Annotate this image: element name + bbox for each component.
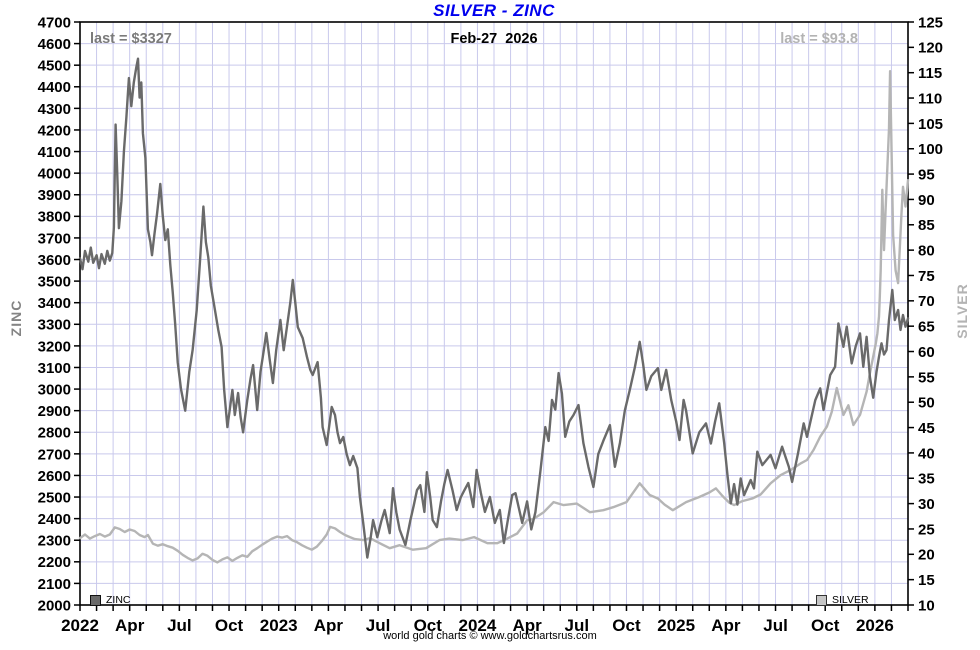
right-axis-tick-label: 90: [918, 192, 935, 209]
left-axis-tick-label: 4000: [38, 166, 71, 183]
right-axis-tick-label: 85: [918, 217, 935, 234]
left-axis-tick-label: 3400: [38, 295, 71, 312]
x-axis-tick-label: Apr: [314, 616, 344, 635]
right-axis-tick-label: 75: [918, 268, 935, 285]
x-axis-tick-label: Jul: [565, 616, 590, 635]
left-axis-tick-label: 3800: [38, 209, 71, 226]
x-axis-tick-label: Oct: [811, 616, 840, 635]
right-axis-tick-label: 50: [918, 395, 935, 412]
left-axis-tick-label: 3100: [38, 360, 71, 377]
left-axis-tick-label: 3200: [38, 338, 71, 355]
right-axis-tick-label: 125: [918, 14, 943, 31]
left-axis-tick-label: 4200: [38, 122, 71, 139]
x-axis-tick-label: 2026: [856, 616, 894, 635]
left-axis-tick-label: 2200: [38, 554, 71, 571]
left-axis-tick-label: 2500: [38, 489, 71, 506]
x-axis-tick-label: Jul: [763, 616, 788, 635]
left-axis-tick-label: 2700: [38, 446, 71, 463]
left-axis-tick-label: 4300: [38, 101, 71, 118]
left-axis-tick-label: 4100: [38, 144, 71, 161]
left-axis-tick-label: 3300: [38, 317, 71, 334]
right-axis-tick-label: 30: [918, 496, 935, 513]
right-axis-tick-label: 115: [918, 65, 942, 82]
right-axis-tick-label: 15: [918, 572, 935, 589]
left-axis-tick-label: 4500: [38, 58, 71, 75]
zinc-legend-swatch-icon: [90, 594, 101, 606]
left-axis-tick-label: 3900: [38, 187, 71, 204]
footer-credit: world gold charts © www.goldchartsrus.co…: [383, 630, 597, 642]
left-axis-tick-label: 2100: [38, 576, 71, 593]
x-axis-tick-label: Oct: [414, 616, 443, 635]
left-axis-tick-label: 4600: [38, 36, 71, 53]
left-axis-tick-label: 4700: [38, 14, 71, 31]
right-axis-tick-label: 10: [918, 597, 935, 614]
right-axis-tick-label: 45: [918, 420, 935, 437]
left-axis-tick-label: 2000: [38, 597, 71, 614]
left-axis-tick-label: 3000: [38, 381, 71, 398]
left-axis-tick-label: 2300: [38, 533, 71, 550]
chart-date-label: Feb-27 2026: [450, 31, 538, 47]
x-axis-tick-label: Apr: [711, 616, 741, 635]
right-axis-tick-label: 110: [918, 90, 942, 107]
right-axis-tick-label: 35: [918, 471, 935, 488]
left-axis-tick-label: 2800: [38, 425, 71, 442]
right-axis-tick-label: 120: [918, 40, 943, 57]
left-axis-tick-label: 2900: [38, 403, 71, 420]
left-axis-tick-label: 4400: [38, 79, 71, 96]
right-axis-title: SILVER: [954, 283, 970, 339]
silver-legend-label: SILVER: [832, 594, 869, 606]
x-axis-tick-label: 2022: [61, 616, 99, 635]
right-axis-tick-label: 95: [918, 166, 935, 183]
right-axis-tick-label: 80: [918, 243, 935, 260]
x-axis-tick-label: Oct: [612, 616, 641, 635]
silver-series-line: [78, 69, 910, 564]
left-axis-tick-label: 3500: [38, 274, 71, 291]
zinc-legend: ZINC: [90, 594, 131, 606]
x-axis-tick-label: Oct: [215, 616, 244, 635]
left-axis-tick-label: 3600: [38, 252, 71, 269]
x-axis-tick-label: 2023: [260, 616, 298, 635]
left-axis-title: ZINC: [8, 299, 24, 337]
right-axis-tick-label: 60: [918, 344, 935, 361]
right-axis-tick-label: 25: [918, 521, 935, 538]
zinc-last-value-label: last = $3327: [90, 31, 172, 47]
silver-legend: SILVER: [816, 594, 869, 606]
right-axis-tick-label: 65: [918, 319, 935, 336]
x-axis-tick-label: 2024: [459, 616, 497, 635]
chart-title: SILVER - ZINC: [433, 1, 555, 20]
x-axis-tick-label: 2025: [657, 616, 695, 635]
right-axis-tick-label: 100: [918, 141, 943, 158]
right-axis-tick-label: 105: [918, 116, 943, 133]
right-axis-tick-label: 20: [918, 547, 935, 564]
x-axis-tick-label: Jul: [366, 616, 391, 635]
zinc-series-line: [78, 57, 910, 559]
x-axis-tick-label: Apr: [115, 616, 145, 635]
silver-legend-swatch-icon: [816, 594, 827, 606]
left-axis-tick-label: 2400: [38, 511, 71, 528]
x-axis-tick-label: Jul: [167, 616, 192, 635]
right-axis-tick-label: 40: [918, 445, 935, 462]
zinc-legend-label: ZINC: [106, 594, 131, 606]
right-axis-tick-label: 70: [918, 293, 935, 310]
left-axis-tick-label: 3700: [38, 230, 71, 247]
right-axis-tick-label: 55: [918, 369, 935, 386]
left-axis-tick-label: 2600: [38, 468, 71, 485]
silver-last-value-label: last = $93.8: [780, 31, 858, 47]
x-axis-tick-label: Apr: [512, 616, 542, 635]
